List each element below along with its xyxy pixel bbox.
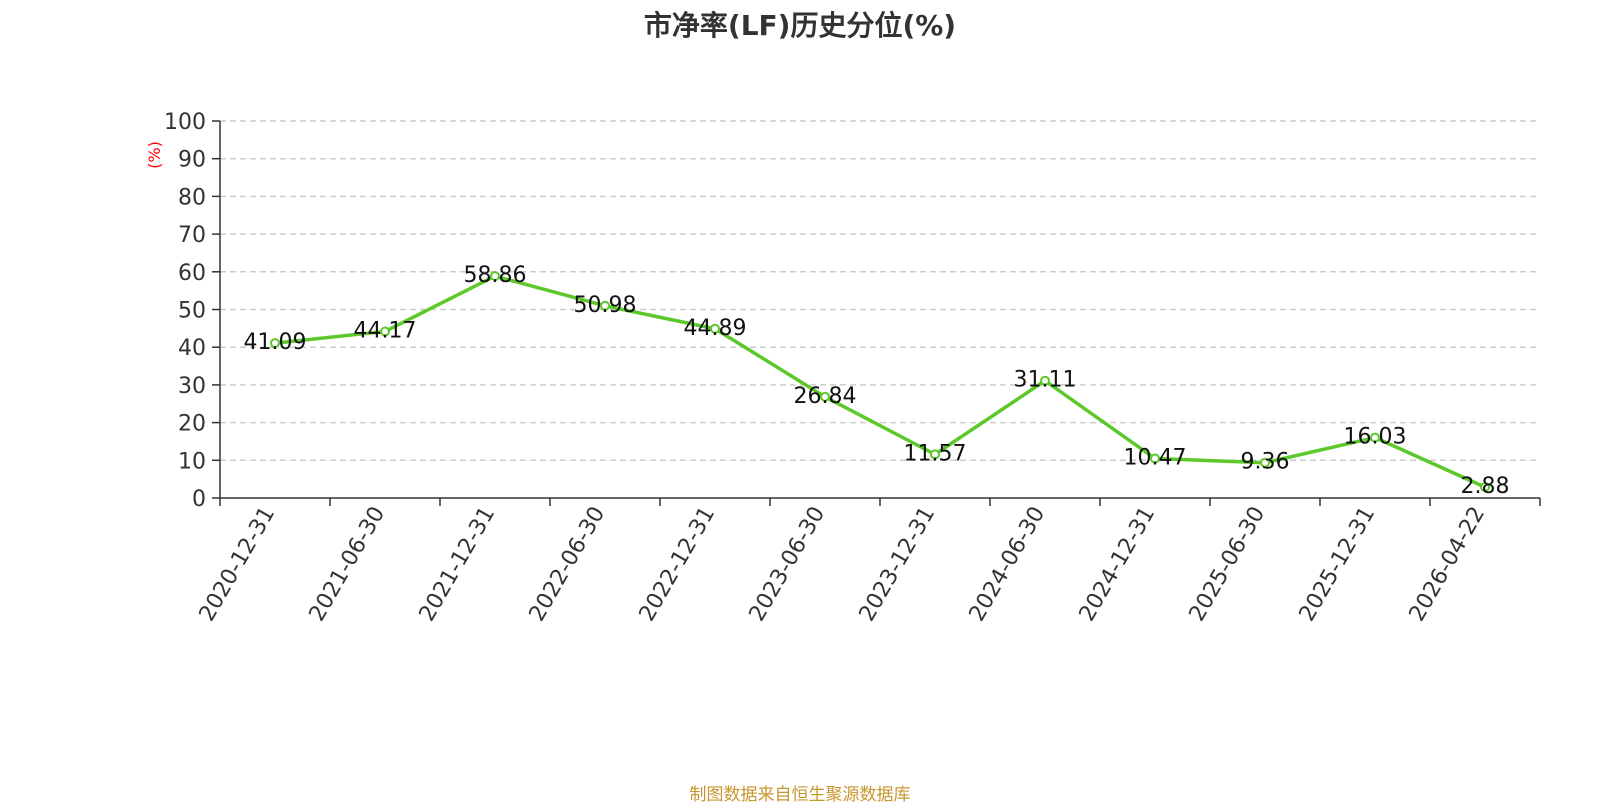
data-point bbox=[1260, 457, 1270, 468]
data-point bbox=[270, 338, 280, 349]
x-tick-label: 2023-12-31 bbox=[855, 503, 941, 626]
y-tick-label: 100 bbox=[164, 110, 206, 135]
x-tick-label: 2023-06-30 bbox=[745, 503, 831, 626]
data-point bbox=[820, 391, 830, 402]
data-labels: 41.09 44.17 58.86 50.98 44.89 26.84 11.57 31.11… bbox=[244, 263, 1510, 499]
data-label: 44.89 bbox=[684, 316, 747, 341]
data-point bbox=[490, 271, 500, 282]
y-tick-label: 0 bbox=[192, 487, 206, 512]
data-point bbox=[710, 323, 720, 334]
data-label: 11.57 bbox=[904, 441, 967, 466]
y-tick-label: 40 bbox=[178, 336, 206, 361]
data-label: 16.03 bbox=[1344, 425, 1407, 450]
data-label: 50.98 bbox=[574, 293, 637, 318]
x-tick-label: 2025-06-30 bbox=[1185, 503, 1271, 626]
y-tick-label: 90 bbox=[178, 148, 206, 173]
data-label: 10.47 bbox=[1124, 446, 1187, 471]
data-label: 26.84 bbox=[794, 384, 857, 409]
data-point bbox=[600, 300, 610, 311]
data-label: 31.11 bbox=[1014, 368, 1077, 393]
data-label: 41.09 bbox=[244, 330, 307, 355]
data-label: 44.17 bbox=[354, 318, 417, 343]
y-tick-label: 50 bbox=[178, 299, 206, 324]
data-point bbox=[1150, 453, 1160, 464]
x-tick-label: 2024-12-31 bbox=[1075, 503, 1161, 626]
data-label: 9.36 bbox=[1241, 450, 1290, 475]
data-point bbox=[1480, 482, 1490, 493]
series-line bbox=[274, 274, 1486, 489]
data-point bbox=[930, 449, 940, 460]
data-point bbox=[380, 326, 390, 337]
y-tick-label: 30 bbox=[178, 374, 206, 399]
x-tick-label: 2026-04-22 bbox=[1405, 503, 1491, 626]
x-tick-label: 2024-06-30 bbox=[965, 503, 1051, 626]
data-point bbox=[1370, 432, 1380, 443]
chart-title: 市净率(LF)历史分位(%) bbox=[643, 9, 957, 42]
axes: 0 10 20 30 40 50 60 70 80 90 100 2020-12-31 2021-06-… bbox=[164, 110, 1541, 626]
data-label: 2.88 bbox=[1461, 474, 1510, 499]
y-axis-unit-label: (%) bbox=[145, 141, 164, 169]
x-tick-label: 2021-06-30 bbox=[305, 503, 391, 626]
x-tick-label: 2020-12-31 bbox=[195, 503, 281, 626]
x-tick-label: 2025-12-31 bbox=[1295, 503, 1381, 626]
source-note: 制图数据来自恒生聚源数据库 bbox=[689, 785, 911, 805]
y-tick-label: 10 bbox=[178, 449, 206, 474]
y-tick-label: 20 bbox=[178, 412, 206, 437]
series bbox=[270, 271, 1490, 493]
y-tick-label: 60 bbox=[178, 261, 206, 286]
x-tick-label: 2021-12-31 bbox=[415, 503, 501, 626]
gridlines bbox=[220, 120, 1540, 462]
x-tick-label: 2022-12-31 bbox=[635, 503, 721, 626]
y-tick-label: 80 bbox=[178, 185, 206, 210]
data-point bbox=[1040, 375, 1050, 386]
data-label: 58.86 bbox=[464, 263, 527, 288]
x-tick-label: 2022-06-30 bbox=[525, 503, 611, 626]
y-tick-label: 70 bbox=[178, 223, 206, 248]
